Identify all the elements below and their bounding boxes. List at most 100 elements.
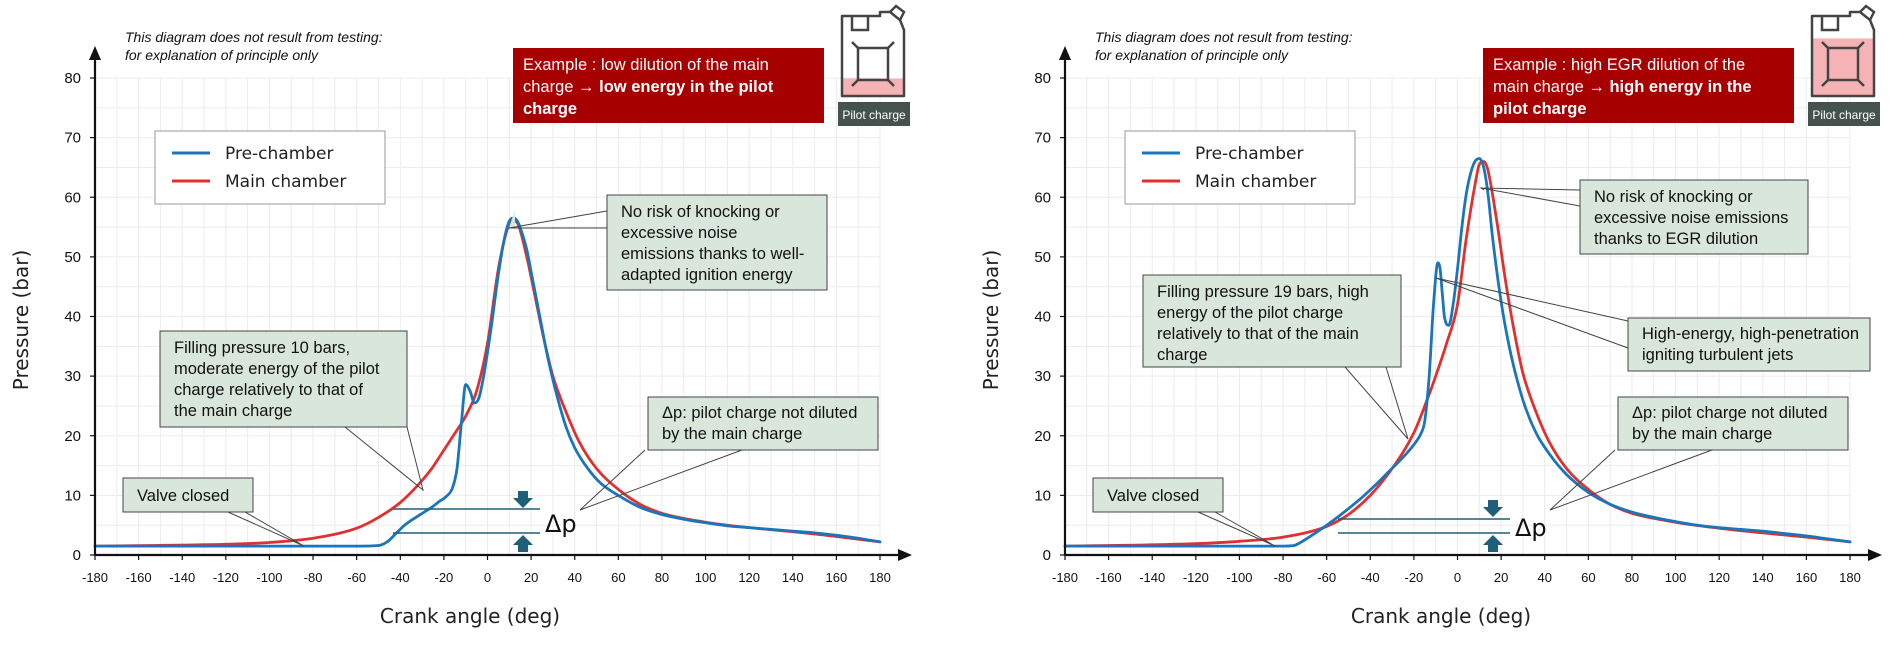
x-tick-label: 140: [782, 570, 804, 585]
callout-filling: Filling pressure 10 bars, moderate energ…: [159, 330, 424, 492]
y-tick-label: 80: [64, 70, 81, 87]
example-banner: Example : low dilution of the main charg…: [513, 48, 824, 123]
x-axis-label: Crank angle (deg): [380, 604, 560, 628]
arrow-up-icon: [1483, 535, 1503, 552]
tick-labels: -180 -160 -140 -120 -100 -80 -60 -40 -20 0 20 40 60 8…: [1034, 70, 1861, 585]
jerrycan-tag: [838, 102, 910, 126]
x-axis-arrow-icon: [898, 549, 912, 561]
callout-filling-line-3: relatively to that of the main: [1157, 325, 1359, 343]
callout-filling-line-2: moderate energy of the pilot: [174, 360, 380, 378]
x-axis-label: Crank angle (deg): [1351, 604, 1531, 628]
x-tick-label: -180: [82, 570, 108, 585]
callout-knock-line-3: emissions thanks to well-: [621, 245, 804, 263]
x-tick-label: -20: [434, 570, 453, 585]
x-tick-label: 60: [611, 570, 625, 585]
callout-filling-line-1: Filling pressure 19 bars, high: [1157, 283, 1369, 301]
x-tick-label: 120: [738, 570, 760, 585]
legend-label-pre-chamber: Pre-chamber: [1195, 144, 1304, 164]
y-axis-label: Pressure (bar): [9, 250, 33, 391]
y-tick-label: 60: [1034, 189, 1051, 206]
banner-line-2: charge → low energy in the pilot: [523, 78, 774, 96]
callout-knock: No risk of knocking or excessive noise e…: [508, 194, 828, 291]
x-tick-label: 80: [1625, 570, 1639, 585]
y-tick-label: 50: [1034, 249, 1051, 266]
banner-line-1: Example : high EGR dilution of the: [1493, 56, 1745, 74]
callout-knock-line-2: excessive noise: [621, 224, 737, 242]
legend-label-main-chamber: Main chamber: [225, 172, 346, 192]
y-tick-label: 10: [1034, 487, 1051, 504]
x-tick-label: -60: [347, 570, 366, 585]
callout-filling-line-3: charge relatively to that of: [174, 381, 363, 399]
y-axis-arrow-icon: [89, 46, 101, 60]
x-tick-label: -160: [126, 570, 152, 585]
x-tick-label: 60: [1581, 570, 1595, 585]
arrow-down-icon: [513, 491, 533, 508]
y-tick-label: 70: [1034, 130, 1051, 147]
legend: Pre-chamber Main chamber: [154, 130, 386, 205]
callout-jets-line-2: igniting turbulent jets: [1642, 346, 1793, 364]
x-tick-label: -20: [1404, 570, 1423, 585]
x-tick-label: 20: [1494, 570, 1508, 585]
x-tick-label: -60: [1317, 570, 1336, 585]
y-tick-label: 30: [1034, 368, 1051, 385]
x-tick-label: 160: [1796, 570, 1818, 585]
x-tick-label: -140: [1139, 570, 1165, 585]
callout-dp-line-2: by the main charge: [662, 425, 802, 443]
disclaimer-line-1: This diagram does not result from testin…: [1095, 29, 1353, 45]
callout-valve-text: Valve closed: [1107, 487, 1199, 505]
delta-p-marker: Δp: [393, 491, 577, 552]
x-tick-label: -180: [1052, 570, 1078, 585]
callout-dp: Δp: pilot charge not diluted by the main…: [579, 396, 879, 511]
jerrycan-icon: [840, 4, 906, 98]
delta-p-label: Δp: [545, 510, 577, 538]
callout-dp-line-1: Δp: pilot charge not diluted: [662, 404, 857, 422]
y-tick-label: 20: [64, 428, 81, 445]
x-tick-label: 80: [655, 570, 669, 585]
example-banner: Example : high EGR dilution of the main …: [1483, 48, 1794, 123]
x-tick-label: 40: [1537, 570, 1551, 585]
y-tick-label: 20: [1034, 428, 1051, 445]
x-tick-label: 0: [1454, 570, 1461, 585]
x-tick-label: -40: [1361, 570, 1380, 585]
x-tick-label: 120: [1708, 570, 1730, 585]
y-axis-label: Pressure (bar): [979, 250, 1003, 391]
x-tick-label: 160: [826, 570, 848, 585]
banner-line-3: pilot charge: [1493, 100, 1587, 118]
banner-line-2: main charge → high energy in the: [1493, 78, 1752, 96]
callout-dp-line-1: Δp: pilot charge not diluted: [1632, 404, 1827, 422]
x-tick-label: -100: [1226, 570, 1252, 585]
jerrycan-tag: [1808, 102, 1880, 126]
callout-knock-line-2: excessive noise emissions: [1594, 209, 1788, 227]
disclaimer-line-2: for explanation of principle only: [125, 47, 319, 63]
disclaimer-line-2: for explanation of principle only: [1095, 47, 1289, 63]
arrow-up-icon: [513, 535, 533, 552]
banner-line-3: charge: [523, 100, 577, 118]
callout-valve-text: Valve closed: [137, 487, 229, 505]
x-tick-label: -120: [1183, 570, 1209, 585]
y-tick-label: 80: [1034, 70, 1051, 87]
x-tick-label: 180: [869, 570, 891, 585]
callout-jets: High-energy, high-penetration igniting t…: [1435, 277, 1871, 372]
callout-filling-line-1: Filling pressure 10 bars,: [174, 339, 350, 357]
y-tick-label: 40: [64, 309, 81, 326]
callout-dp: Δp: pilot charge not diluted by the main…: [1549, 396, 1849, 511]
y-tick-label: 0: [1043, 547, 1051, 564]
panel-right: -180 -160 -140 -120 -100 -80 -60 -40 -20 0 20 40 60 8…: [979, 4, 1882, 628]
x-tick-label: -40: [391, 570, 410, 585]
x-tick-label: -120: [213, 570, 239, 585]
curves: [1063, 157, 1852, 548]
callout-dp-line-2: by the main charge: [1632, 425, 1772, 443]
legend-label-main-chamber: Main chamber: [1195, 172, 1316, 192]
jerrycan-label: Pilot charge: [1812, 108, 1876, 122]
x-tick-label: -80: [1274, 570, 1293, 585]
legend: Pre-chamber Main chamber: [1124, 130, 1356, 205]
callout-filling-line-2: energy of the pilot charge: [1157, 304, 1343, 322]
callout-filling-line-4: charge: [1157, 346, 1207, 364]
tick-labels: -180 -160 -140 -120 -100 -80 -60 -40 -20 0 20 40 60 8…: [64, 70, 891, 585]
series-line-pre-chamber: [93, 216, 882, 548]
delta-p-label: Δp: [1515, 514, 1547, 542]
axes: [89, 46, 912, 561]
callout-jets-line-1: High-energy, high-penetration: [1642, 325, 1859, 343]
x-tick-label: 20: [524, 570, 538, 585]
